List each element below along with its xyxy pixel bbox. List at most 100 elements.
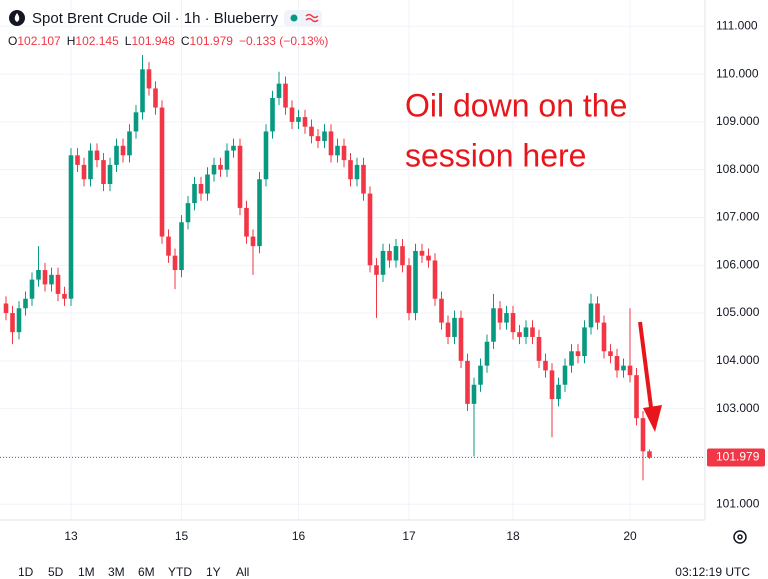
candle-body (426, 255, 431, 261)
candle-body (471, 384, 477, 404)
candle-body (562, 365, 568, 385)
annotation: Oil down on the (405, 87, 627, 123)
candle-body (179, 222, 184, 271)
candle-body (608, 351, 613, 357)
y-tick-label: 111.000 (716, 18, 758, 32)
range-button[interactable]: YTD (168, 565, 192, 579)
candle-body (114, 145, 119, 165)
range-button[interactable]: 1Y (206, 565, 221, 579)
candle-body (328, 131, 334, 156)
candle-body (582, 327, 587, 357)
y-tick-label: 105.000 (716, 305, 760, 319)
ohlc-value: 102.145 (75, 34, 119, 48)
candle-body (354, 164, 360, 180)
settings-icon[interactable] (733, 530, 747, 544)
candle-body (309, 126, 314, 137)
candle-body (140, 69, 145, 113)
y-tick-label: 104.000 (716, 353, 760, 367)
ohlc-row: O 102.107 H 102.145 L 101.948 C 101.979 −0.1… (8, 34, 328, 48)
candle-body (614, 356, 620, 371)
candle-body (159, 107, 165, 237)
candle-body (491, 308, 496, 342)
arrow-shaft (638, 321, 654, 416)
x-tick-label: 15 (175, 529, 189, 543)
candle-body (393, 246, 399, 261)
candle-body (595, 303, 600, 323)
candle-body (380, 250, 386, 275)
candle-body (445, 322, 451, 337)
candle-body (341, 145, 347, 161)
ohlc-value: 101.979 (189, 34, 233, 48)
y-tick-label: 103.000 (716, 401, 760, 415)
candle-body (640, 418, 646, 452)
range-button[interactable]: 3M (108, 565, 125, 579)
candle-body (452, 317, 457, 337)
ohlc-value: 101.948 (131, 34, 175, 48)
candle-body (88, 150, 93, 180)
candle-body (153, 88, 158, 108)
range-button[interactable]: 5D (48, 565, 64, 579)
candle-body (601, 322, 607, 352)
candle-body (211, 164, 217, 175)
candle-body (549, 370, 555, 400)
range-button[interactable]: All (236, 565, 250, 579)
symbol-title[interactable]: Spot Brent Crude Oil · 1h · Blueberry (32, 9, 278, 27)
bottom-toolbar: 1D 5D 1M 3M 6M YTD 1Y All 03:12:19 UTC (0, 562, 768, 579)
y-tick-label: 110.000 (716, 66, 759, 80)
candle-body (510, 313, 516, 333)
candle-body (289, 107, 295, 122)
candle-body (484, 341, 490, 366)
candle-body (263, 131, 269, 180)
candle-body (361, 164, 366, 194)
candle-body (504, 313, 509, 323)
candle-body (575, 351, 581, 357)
symbol-icon (9, 10, 25, 26)
gear-outer (733, 530, 747, 544)
candle-body (107, 164, 113, 185)
candle-body (270, 97, 275, 132)
candle-body (419, 250, 425, 256)
candle-body (465, 360, 470, 404)
candle-body (75, 155, 80, 165)
candle-body (94, 150, 100, 161)
candle-body (387, 250, 392, 261)
symbol-row: Spot Brent Crude Oil · 1h · Blueberry (8, 6, 328, 30)
last-price-label: 101.979 (716, 450, 760, 464)
candle-body (374, 265, 379, 275)
candle-body (185, 203, 191, 223)
candle-body (62, 293, 67, 299)
change: −0.133 (−0.13%) (238, 34, 329, 48)
candle-body (29, 279, 35, 299)
y-tick-label: 101.000 (716, 496, 760, 510)
candle-body (192, 184, 197, 204)
candle-body (458, 317, 464, 361)
candle-body (127, 131, 132, 156)
gear-inner (737, 534, 743, 540)
candle-body (406, 265, 412, 314)
ohlc-key: O (8, 34, 18, 48)
candle-body (3, 303, 9, 314)
candle-body (634, 375, 639, 419)
candle-body (42, 270, 48, 285)
candle-body (497, 308, 503, 323)
range-button[interactable]: 1M (78, 565, 95, 579)
annotation: session here (405, 137, 586, 173)
candle-body (283, 83, 288, 108)
candle-body (10, 313, 15, 333)
candle-body (627, 365, 633, 376)
range-button[interactable]: 6M (138, 565, 155, 579)
candle-body (133, 112, 139, 132)
range-button[interactable]: 1D (18, 565, 34, 579)
ohlc-key: L (124, 34, 132, 48)
candle-body (205, 174, 210, 194)
candle-body (250, 236, 256, 247)
candle-body (348, 160, 353, 180)
candle-body (23, 298, 28, 309)
candle-body (237, 145, 243, 208)
candle-body (478, 365, 483, 385)
y-tick-label: 107.000 (716, 210, 760, 224)
candle-body (439, 298, 444, 323)
